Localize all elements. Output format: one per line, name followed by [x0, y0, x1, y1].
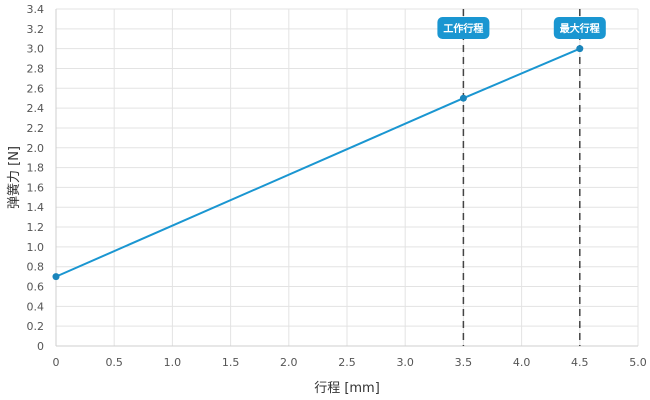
y-tick-label: 3.4 — [27, 3, 45, 16]
x-tick-label: 3.0 — [396, 356, 414, 369]
x-tick-label: 2.5 — [338, 356, 356, 369]
y-tick-label: 2.6 — [27, 82, 45, 95]
y-tick-label: 3.0 — [27, 43, 45, 56]
marker-label-box — [553, 17, 606, 39]
y-tick-label: 1.4 — [27, 201, 45, 214]
series-line — [55, 47, 581, 278]
series — [52, 45, 584, 281]
y-tick-label: 2.4 — [27, 102, 45, 115]
y-tick-label: 2.2 — [27, 122, 45, 135]
data-point — [52, 273, 60, 281]
y-tick-label: 1.0 — [27, 241, 45, 254]
grid — [55, 8, 639, 347]
y-tick-label: 1.8 — [27, 162, 45, 175]
y-tick-labels: 0 0.2 0.4 0.6 0.8 1.0 1.2 1.4 1.6 1.8 2.0 2.2 2.4 2.6… — [27, 3, 45, 353]
y-tick-label: 3.2 — [27, 23, 45, 36]
y-tick-label: 0 — [37, 340, 44, 353]
y-axis-title: 弹簧力 [N] — [6, 146, 22, 209]
marker-label: 工作行程 — [443, 22, 483, 35]
marker-label-box — [437, 17, 490, 39]
y-tick-label: 2.0 — [27, 142, 45, 155]
x-tick-label: 4.0 — [513, 356, 531, 369]
x-tick-label: 5.0 — [629, 356, 647, 369]
x-tick-label: 1.0 — [164, 356, 182, 369]
data-point — [459, 94, 467, 102]
stroke-markers: 工作行程 最大行程 — [437, 9, 606, 346]
y-tick-label: 0.4 — [27, 300, 45, 313]
x-axis-title: 行程 [mm] — [314, 381, 380, 396]
y-tick-label: 0.8 — [27, 261, 45, 274]
y-tick-label: 2.8 — [27, 62, 45, 75]
y-tick-label: 0.2 — [27, 320, 45, 333]
data-point — [576, 45, 584, 53]
y-tick-label: 1.2 — [27, 221, 45, 234]
x-tick-label: 2.0 — [280, 356, 298, 369]
x-tick-label: 4.5 — [571, 356, 589, 369]
x-tick-label: 0.5 — [105, 356, 123, 369]
x-tick-labels: 0 0.5 1.0 1.5 2.0 2.5 3.0 3.5 4.0 4.5 5.0 — [53, 356, 647, 369]
marker-label: 最大行程 — [560, 22, 600, 35]
x-tick-label: 1.5 — [222, 356, 240, 369]
y-tick-label: 0.6 — [27, 281, 45, 294]
x-tick-label: 3.5 — [455, 356, 473, 369]
x-tick-label: 0 — [53, 356, 60, 369]
axes — [55, 9, 638, 347]
y-tick-label: 1.6 — [27, 181, 45, 194]
